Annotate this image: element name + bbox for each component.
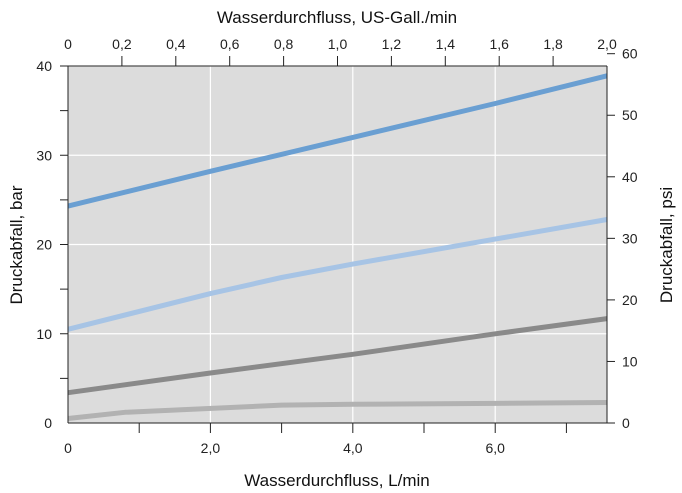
right-tick-label: 30	[622, 230, 638, 246]
top-tick-label: 0,8	[274, 36, 294, 52]
bottom-tick-label: 6,0	[485, 440, 505, 456]
left-tick-label: 20	[36, 237, 52, 253]
bottom-tick-label: 2,0	[201, 440, 221, 456]
top-axis-title: Wasserdurchfluss, US-Gall./min	[217, 8, 457, 27]
left-tick-label: 40	[36, 58, 52, 74]
right-axis-title: Druckabfall, psi	[657, 187, 676, 303]
series-line-3	[67, 316, 608, 396]
top-tick-label: 1,8	[543, 36, 563, 52]
series-line-1	[67, 73, 608, 209]
top-tick-label: 0,4	[166, 36, 186, 52]
top-tick-label: 1,2	[382, 36, 402, 52]
left-tick-label: 10	[36, 326, 52, 342]
right-tick-label: 0	[622, 415, 630, 431]
left-axis-title: Druckabfall, bar	[7, 185, 26, 304]
right-tick-label: 40	[622, 169, 638, 185]
ticks-layer: 0 10 20 30 40 0 10 20 30 40 50 60 0 2,0 4,0 6,0 0 0,2 0,4 0…	[36, 36, 637, 456]
top-tick-label: 1,4	[436, 36, 456, 52]
top-tick-label: 1,0	[328, 36, 348, 52]
top-tick-label: 0	[64, 36, 72, 52]
left-tick-label: 0	[44, 415, 52, 431]
top-tick-label: 0,2	[112, 36, 132, 52]
top-tick-label: 2,0	[597, 36, 617, 52]
bottom-tick-label: 0	[64, 440, 72, 456]
right-tick-label: 10	[622, 353, 638, 369]
series-line-2	[67, 217, 608, 332]
right-tick-label: 50	[622, 107, 638, 123]
right-tick-label: 60	[622, 46, 638, 62]
top-tick-label: 1,6	[489, 36, 509, 52]
left-tick-label: 30	[36, 147, 52, 163]
series-line-4	[67, 400, 608, 421]
top-tick-label: 0,6	[220, 36, 240, 52]
right-tick-label: 20	[622, 292, 638, 308]
bottom-axis-title: Wasserdurchfluss, L/min	[244, 471, 429, 490]
bottom-tick-label: 4,0	[343, 440, 363, 456]
series-layer	[67, 73, 608, 421]
